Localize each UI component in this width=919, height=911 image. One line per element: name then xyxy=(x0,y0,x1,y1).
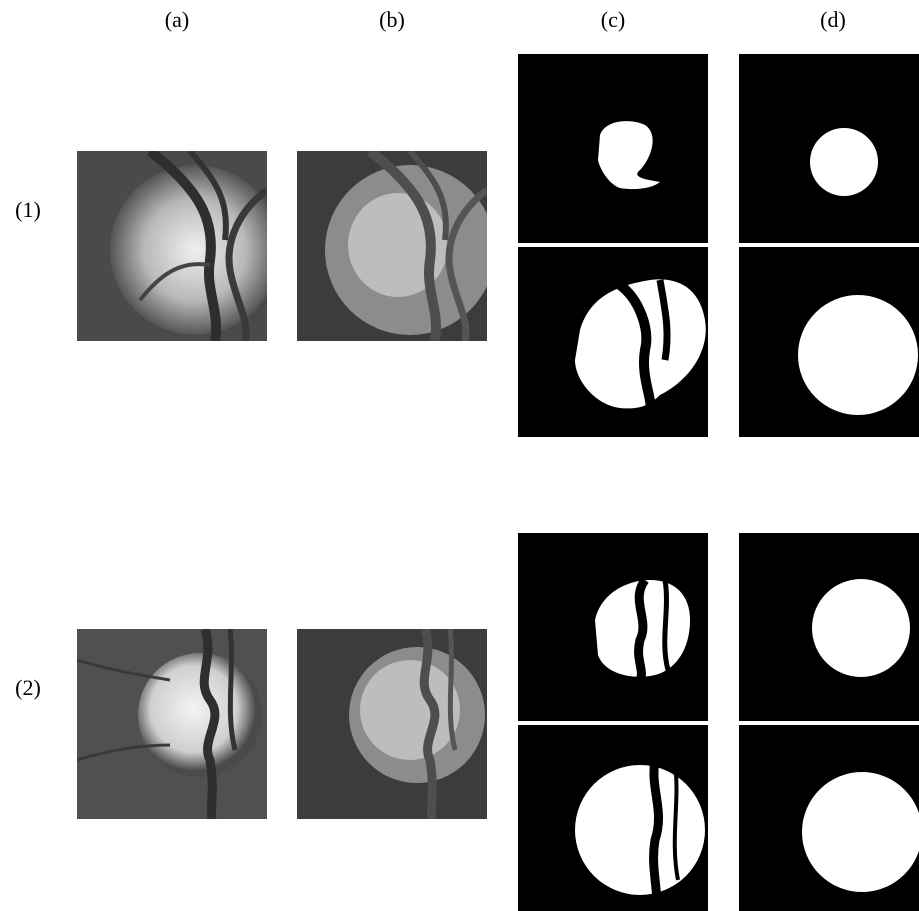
column-label: (d) xyxy=(820,7,846,32)
fundus-image xyxy=(77,629,267,819)
segmentation-disc xyxy=(518,247,708,437)
ellipse-fit-cup xyxy=(739,533,919,721)
column-label: (c) xyxy=(601,7,625,32)
fundus-image xyxy=(77,151,267,341)
clustered-image xyxy=(297,629,487,819)
row-label: (1) xyxy=(15,197,41,222)
segmentation-disc xyxy=(518,725,708,911)
segmentation-cup xyxy=(518,533,708,721)
ellipse-fit-disc xyxy=(739,725,919,911)
ellipse-fit-disc xyxy=(739,247,919,437)
row-label: (2) xyxy=(15,675,41,700)
column-labels: (a) (b) (c) (d) xyxy=(165,7,846,32)
row-labels: (1) (2) xyxy=(15,197,41,700)
ellipse-fit-cup xyxy=(739,54,919,243)
segmentation-cup xyxy=(518,54,708,243)
column-label: (a) xyxy=(165,7,189,32)
column-label: (b) xyxy=(379,7,405,32)
clustered-image xyxy=(297,151,487,341)
